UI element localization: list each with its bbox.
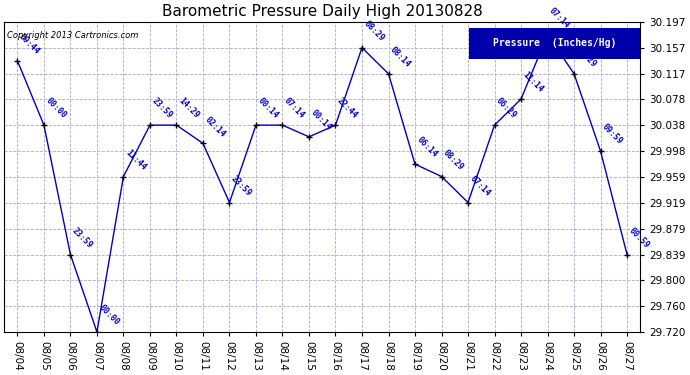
Text: 14:29: 14:29 <box>177 96 201 120</box>
Text: 07:14: 07:14 <box>282 96 306 120</box>
Text: 00:00: 00:00 <box>97 303 121 327</box>
Title: Barometric Pressure Daily High 20130828: Barometric Pressure Daily High 20130828 <box>162 4 482 19</box>
Text: Copyright 2013 Cartronics.com: Copyright 2013 Cartronics.com <box>8 31 139 40</box>
Text: 06:14: 06:14 <box>415 135 439 159</box>
Text: 00:14: 00:14 <box>256 96 280 120</box>
Text: 08:14: 08:14 <box>388 45 413 69</box>
Text: 02:14: 02:14 <box>203 115 227 139</box>
Text: 11:44: 11:44 <box>124 148 148 172</box>
Text: 22:44: 22:44 <box>335 96 359 120</box>
Text: 07:29: 07:29 <box>574 45 598 69</box>
Text: 00:14: 00:14 <box>309 108 333 132</box>
Text: 00:00: 00:00 <box>44 96 68 120</box>
Text: 23:59: 23:59 <box>230 174 253 198</box>
Text: 06:29: 06:29 <box>495 96 519 120</box>
Text: 23:59: 23:59 <box>70 226 95 250</box>
Text: 09:59: 09:59 <box>600 123 624 147</box>
Text: 08:29: 08:29 <box>362 19 386 43</box>
Text: 00:59: 00:59 <box>627 226 651 250</box>
Text: 08:29: 08:29 <box>442 148 466 172</box>
Text: 09:44: 09:44 <box>17 32 41 56</box>
Text: 11:14: 11:14 <box>521 70 545 94</box>
Text: 07:14: 07:14 <box>468 174 492 198</box>
Text: 07:14: 07:14 <box>548 6 571 30</box>
Text: 23:59: 23:59 <box>150 96 174 120</box>
